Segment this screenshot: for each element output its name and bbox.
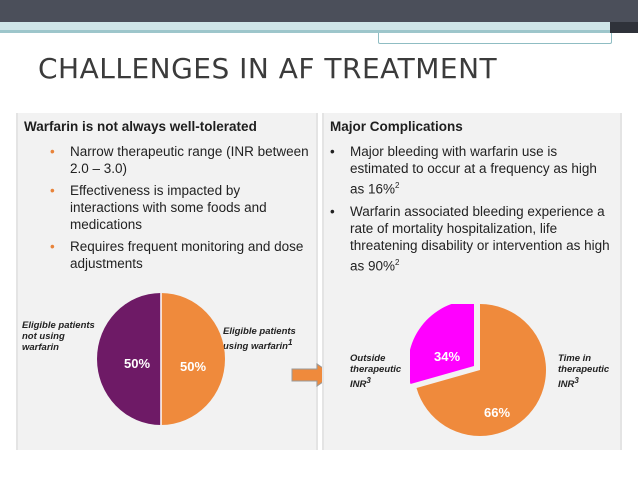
accent-band: [0, 22, 638, 30]
accent-tab: [378, 33, 612, 44]
left-bullet-1: • Narrow therapeutic range (INR between 2…: [50, 144, 309, 176]
left-bullet-2: • Effectiveness is impacted by interactio…: [50, 183, 267, 232]
warfarin-usage-pie: [97, 293, 225, 425]
accent-corner: [610, 22, 638, 33]
pie-label-outside-inr: Outside therapeutic INR3: [350, 353, 402, 391]
right-bullet-list: • Major bleeding with warfarin use is est…: [330, 143, 612, 279]
left-panel-title: Warfarin is not always well-tolerated: [24, 119, 257, 134]
right-bullet-1: • Major bleeding with warfarin use is est…: [330, 144, 597, 197]
pie-label-not-using: Eligible patients not using warfarin: [22, 320, 95, 353]
bullet-dot: •: [50, 183, 55, 198]
pie-value-outside-inr: 34%: [434, 349, 461, 364]
pie-slice-outside-inr: [410, 304, 474, 384]
left-bullet-3: • Requires frequent monitoring and dose a…: [50, 239, 304, 271]
pie-value-not-using: 50%: [124, 356, 151, 371]
pie-slice-using: [161, 293, 225, 425]
inr-pie: [410, 304, 546, 436]
bullet-dot: •: [330, 144, 335, 159]
pie-slice-not-using: [97, 293, 161, 425]
pie-value-time-in-inr: 66%: [484, 405, 511, 420]
right-bullet-2: • Warfarin associated bleeding experience…: [330, 203, 610, 274]
accent-line: [0, 30, 638, 33]
top-bar: [0, 0, 638, 22]
right-panel-title: Major Complications: [330, 119, 463, 134]
bullet-dot: •: [50, 144, 55, 159]
pie-slice-time-in-inr: [416, 304, 546, 436]
pie-value-using: 50%: [180, 359, 207, 374]
bullet-dot: •: [330, 203, 335, 219]
pie-label-using: Eligible patients using warfarin1: [223, 326, 296, 353]
slide-title: CHALLENGES IN AF TREATMENT: [38, 52, 498, 85]
right-panel: Major Complications • Major bleeding with…: [322, 113, 622, 450]
left-panel: Warfarin is not always well-tolerated • N…: [16, 113, 318, 450]
bullet-dot: •: [50, 239, 55, 254]
pie-label-time-in-inr: Time in therapeutic INR3: [558, 353, 610, 391]
left-bullet-list: • Narrow therapeutic range (INR between 2…: [50, 143, 310, 277]
